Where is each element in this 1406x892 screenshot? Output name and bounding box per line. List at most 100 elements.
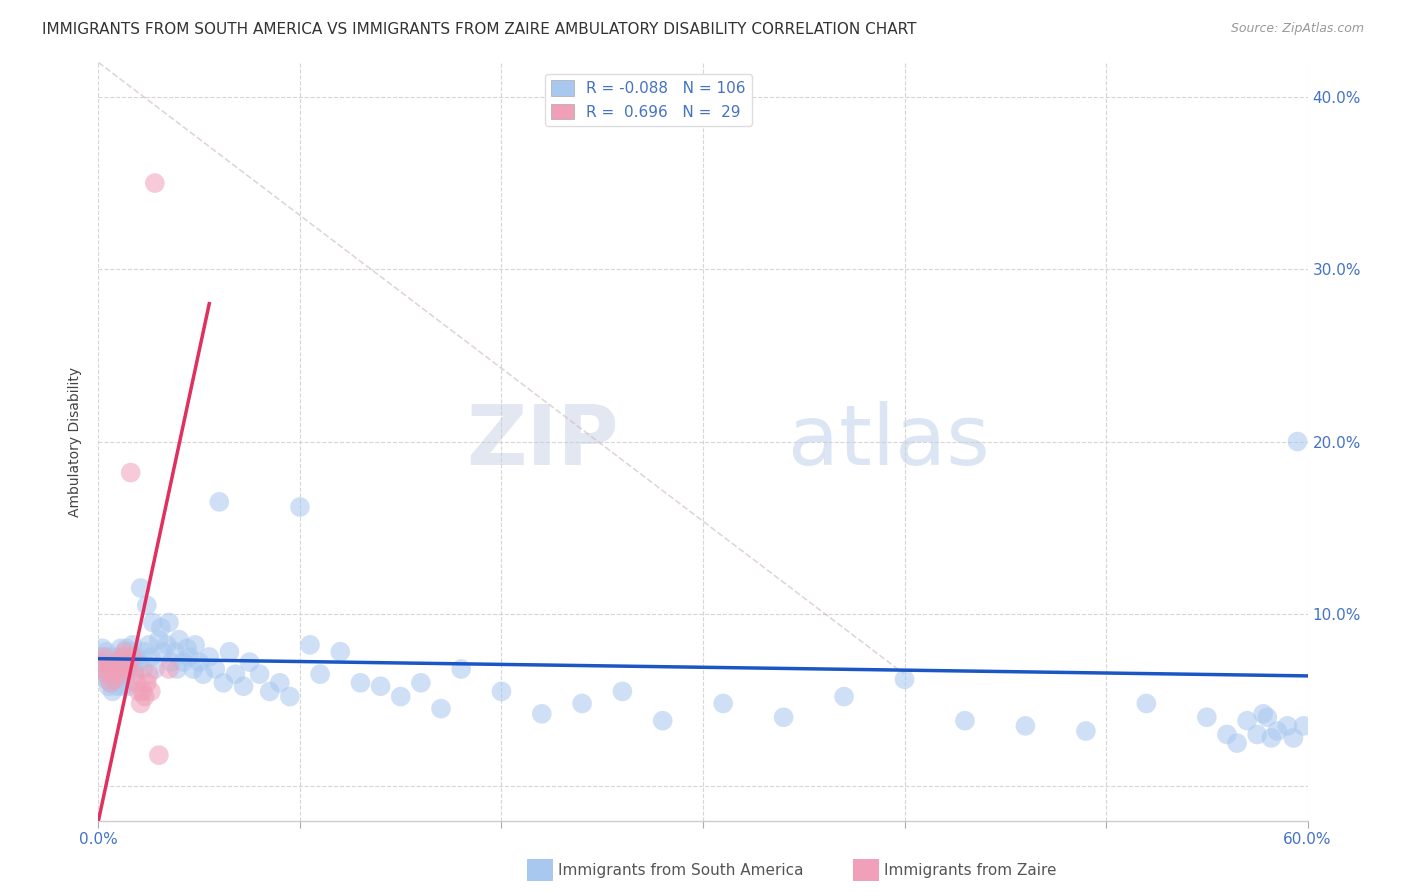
Point: [711, 697, 734, 711]
Point: [181, 662, 204, 676]
Point: [142, 615, 165, 630]
Point: [1267, 724, 1289, 739]
Point: [1286, 434, 1309, 449]
Point: [97, 658, 120, 673]
Point: [107, 673, 129, 687]
Point: [198, 649, 221, 664]
Point: [89, 649, 111, 664]
Point: [1256, 710, 1278, 724]
Point: [120, 645, 142, 659]
Point: [1074, 724, 1097, 739]
Point: [101, 655, 124, 669]
Point: [430, 701, 453, 715]
Point: [193, 667, 215, 681]
Point: [299, 638, 322, 652]
Point: [156, 638, 179, 652]
Point: [309, 667, 332, 681]
Text: Source: ZipAtlas.com: Source: ZipAtlas.com: [1230, 22, 1364, 36]
Point: [139, 649, 162, 664]
Point: [349, 675, 371, 690]
Text: ZIP: ZIP: [465, 401, 619, 482]
Point: [188, 655, 211, 669]
Point: [1292, 719, 1315, 733]
Point: [370, 679, 392, 693]
Point: [134, 645, 156, 659]
Point: [278, 690, 301, 704]
Point: [96, 667, 118, 681]
Point: [389, 690, 412, 704]
Point: [101, 662, 124, 676]
Point: [239, 655, 262, 669]
Legend: R = -0.088   N = 106, R =  0.696   N =  29: R = -0.088 N = 106, R = 0.696 N = 29: [546, 74, 752, 126]
Point: [115, 662, 138, 676]
Point: [103, 669, 125, 683]
Point: [288, 500, 311, 514]
Point: [184, 638, 207, 652]
Point: [148, 632, 170, 647]
Point: [124, 662, 146, 676]
Point: [249, 667, 271, 681]
Y-axis label: Ambulatory Disability: Ambulatory Disability: [69, 367, 83, 516]
Point: [167, 632, 190, 647]
Point: [121, 649, 143, 664]
Point: [138, 667, 160, 681]
Point: [103, 673, 125, 687]
Point: [129, 697, 152, 711]
Point: [138, 638, 160, 652]
Point: [125, 675, 148, 690]
Point: [139, 684, 162, 698]
Point: [118, 655, 141, 669]
Text: IMMIGRANTS FROM SOUTH AMERICA VS IMMIGRANTS FROM ZAIRE AMBULATORY DISABILITY COR: IMMIGRANTS FROM SOUTH AMERICA VS IMMIGRA…: [42, 22, 917, 37]
Point: [118, 662, 141, 676]
Point: [96, 645, 118, 659]
Point: [110, 662, 132, 676]
Point: [1282, 731, 1305, 745]
Point: [132, 662, 155, 676]
Point: [93, 655, 115, 669]
Point: [111, 679, 134, 693]
Point: [100, 675, 122, 690]
Point: [124, 667, 146, 681]
Point: [96, 673, 118, 687]
Point: [224, 667, 246, 681]
Point: [120, 466, 142, 480]
Point: [491, 684, 513, 698]
Point: [1277, 719, 1299, 733]
Point: [772, 710, 794, 724]
Point: [157, 615, 180, 630]
Point: [93, 667, 115, 681]
Point: [121, 638, 143, 652]
Point: [259, 684, 281, 698]
Point: [111, 649, 134, 664]
Point: [1260, 731, 1282, 745]
Point: [176, 641, 198, 656]
Point: [204, 662, 226, 676]
Point: [152, 645, 174, 659]
Point: [101, 684, 124, 698]
Point: [105, 658, 128, 673]
Point: [160, 655, 183, 669]
Point: [1135, 697, 1157, 711]
Point: [134, 690, 156, 704]
Point: [128, 684, 150, 698]
Point: [107, 649, 129, 664]
Point: [1236, 714, 1258, 728]
Point: [100, 649, 122, 664]
Point: [612, 684, 634, 698]
Point: [450, 662, 472, 676]
Point: [218, 645, 240, 659]
Point: [149, 621, 172, 635]
Point: [1251, 706, 1274, 721]
Text: Immigrants from Zaire: Immigrants from Zaire: [884, 863, 1057, 878]
Point: [1014, 719, 1036, 733]
Point: [135, 675, 157, 690]
Point: [103, 662, 125, 676]
Point: [115, 655, 138, 669]
Point: [107, 667, 129, 681]
Point: [128, 655, 150, 669]
Point: [166, 662, 188, 676]
Point: [135, 599, 157, 613]
Point: [208, 495, 231, 509]
Point: [132, 684, 155, 698]
Point: [91, 662, 114, 676]
